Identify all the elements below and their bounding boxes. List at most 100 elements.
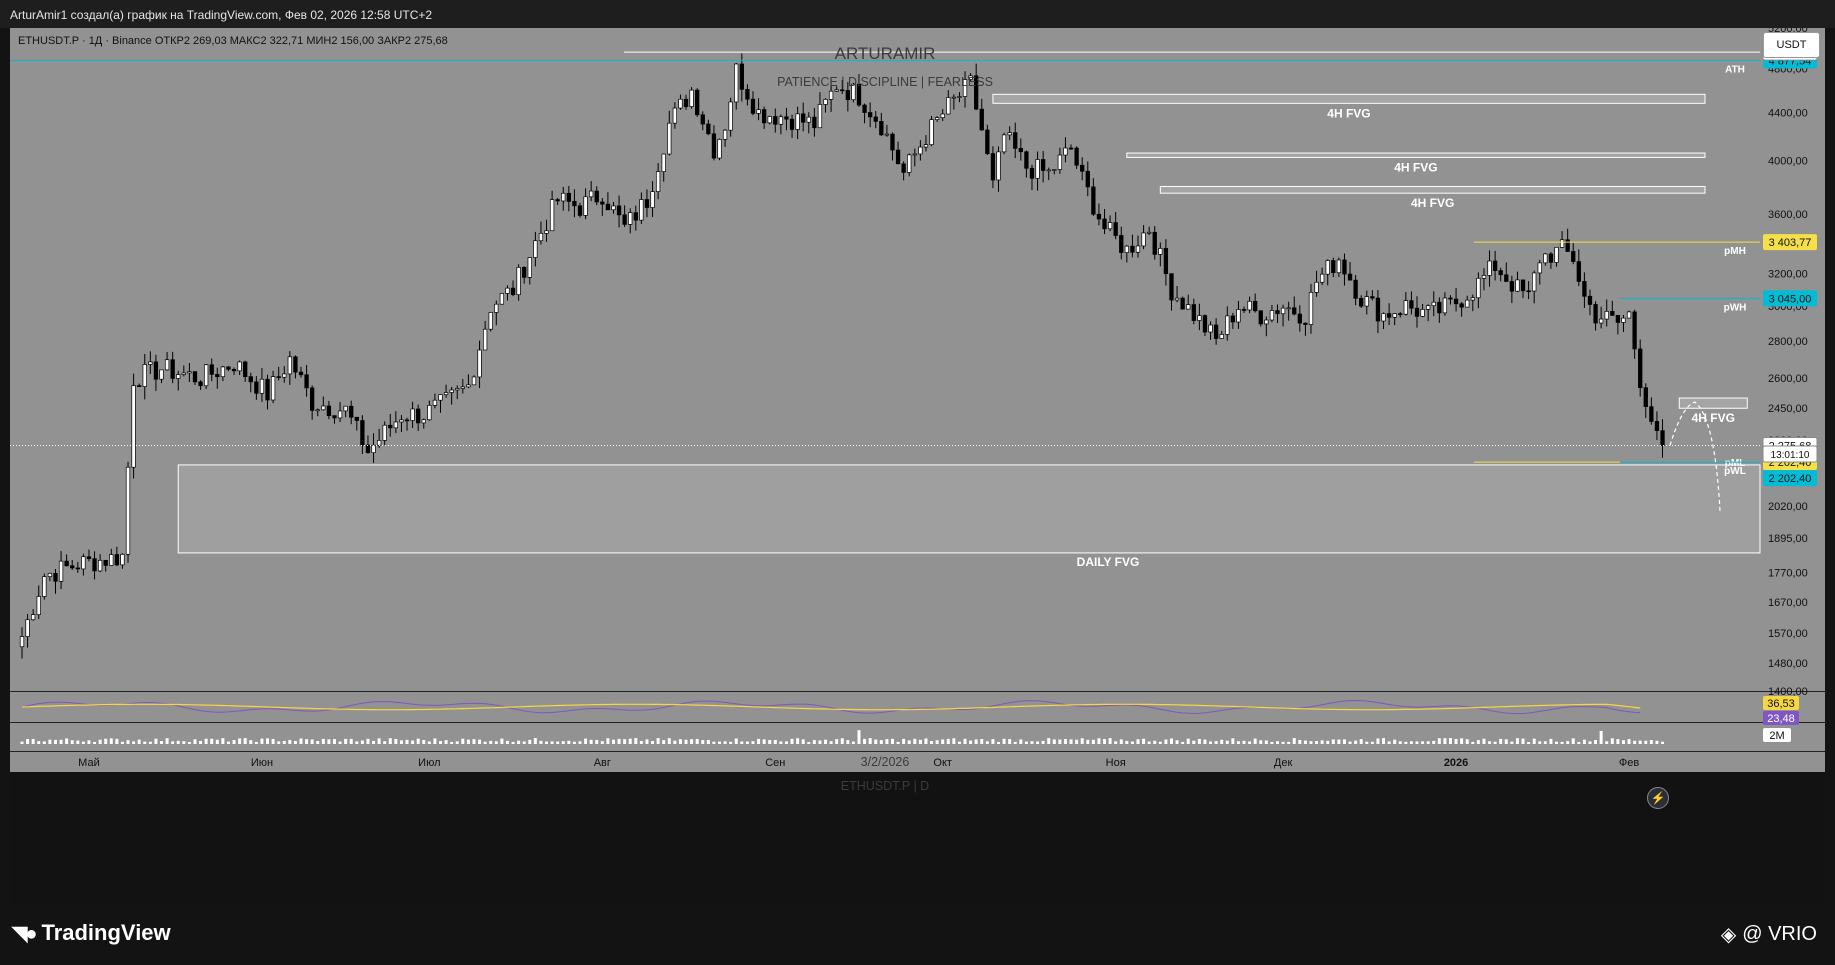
candle-body: [655, 171, 661, 192]
candle-body: [907, 154, 912, 173]
volume-bar: [1437, 738, 1441, 744]
fvg-zone[interactable]: [1678, 397, 1748, 409]
candle-body: [142, 364, 147, 387]
candle-body: [36, 596, 41, 616]
bolt-icon[interactable]: ⚡: [1647, 787, 1669, 809]
candle-body: [795, 113, 800, 130]
volume-bar: [160, 741, 163, 744]
fvg-zone[interactable]: [1126, 152, 1706, 158]
volume-bar: [1097, 738, 1101, 744]
volume-tag: [1763, 728, 1791, 742]
candle-body: [1174, 297, 1180, 301]
volume-bar: [98, 739, 102, 744]
candle-body: [365, 444, 371, 454]
candle-body: [516, 267, 521, 296]
volume-bar: [93, 741, 97, 744]
volume-bar: [885, 739, 889, 744]
candle-body: [343, 405, 348, 412]
candle-body: [1386, 313, 1392, 318]
fvg-zone[interactable]: [177, 464, 1761, 554]
volume-bar: [366, 738, 370, 744]
volume-bar: [1532, 738, 1536, 744]
candle-body: [1096, 213, 1102, 220]
volume-bar: [1515, 738, 1519, 744]
candle-body: [801, 113, 806, 123]
volume-bar: [1080, 738, 1084, 744]
volume-bar: [1504, 739, 1508, 744]
volume-bar: [913, 738, 917, 744]
volume-bar: [1292, 738, 1296, 744]
chart-frame[interactable]: 5200,004800,004400,004000,003600,003200,…: [10, 28, 1825, 904]
y-tick-label: 1570,00: [1768, 628, 1808, 640]
candle-body: [1269, 310, 1275, 321]
candle-body: [778, 116, 784, 125]
candle-body: [1420, 309, 1425, 317]
candle-body: [1208, 324, 1213, 333]
candle-body: [1437, 301, 1442, 314]
volume-bar: [76, 740, 80, 744]
price-axis[interactable]: [1760, 28, 1825, 772]
candle-body: [1107, 222, 1113, 230]
candle-body: [650, 191, 655, 208]
candle-body: [1604, 311, 1609, 320]
volume-bar: [53, 739, 57, 744]
rsi-value-tag: [1763, 696, 1799, 710]
volume-bar: [1359, 739, 1363, 744]
axis-price-tag: [1763, 290, 1817, 307]
currency-button[interactable]: USDT: [1763, 32, 1820, 58]
volume-bar: [37, 741, 41, 744]
volume-bar: [890, 738, 894, 744]
candle-body: [577, 205, 583, 216]
volume-bar: [762, 739, 766, 744]
volume-bar: [1398, 741, 1402, 744]
candle-body: [616, 205, 622, 216]
volume-bar: [606, 738, 610, 744]
candle-body: [1548, 253, 1554, 263]
volume-bar: [1493, 741, 1497, 744]
volume-bar: [444, 740, 448, 744]
time-axis[interactable]: [10, 752, 1760, 772]
tradingview-logo[interactable]: ◥● TradingView: [12, 920, 171, 946]
volume-bar: [1103, 739, 1107, 744]
volume-bar: [1370, 741, 1374, 744]
candle-body: [388, 424, 393, 429]
volume-bar: [1002, 738, 1006, 744]
candle-body: [996, 151, 1001, 181]
candle-body: [1297, 313, 1302, 324]
fvg-zone[interactable]: [992, 93, 1706, 104]
candle-body: [1520, 279, 1526, 292]
volume-bar: [1599, 730, 1603, 744]
volume-bar: [299, 738, 303, 744]
volume-bar: [394, 738, 398, 744]
candle-body: [767, 116, 772, 124]
candle-body: [600, 201, 605, 205]
volume-bar: [31, 739, 35, 744]
volume-bar: [1052, 739, 1056, 744]
candle-body: [851, 83, 856, 101]
volume-bar: [1577, 741, 1581, 744]
volume-bar: [556, 741, 560, 744]
volume-bar: [1337, 739, 1341, 744]
candle-body: [1147, 231, 1152, 234]
candle-body: [310, 387, 315, 411]
candle-body: [282, 373, 287, 378]
volume-bar: [199, 740, 203, 744]
price-chart[interactable]: 5200,004800,004400,004000,003600,003200,…: [10, 28, 1825, 904]
volume-bar: [137, 739, 141, 744]
volume-bar: [1058, 739, 1062, 744]
candle-body: [1598, 318, 1604, 324]
volume-bar: [757, 738, 761, 744]
volume-bar: [584, 738, 588, 744]
fvg-zone[interactable]: [1159, 185, 1706, 194]
volume-bar: [801, 739, 805, 744]
candle-body: [170, 359, 175, 379]
volume-bar: [500, 738, 504, 744]
candle-body: [315, 409, 320, 412]
price-pane[interactable]: [10, 28, 1760, 691]
volume-bar: [796, 738, 800, 744]
candle-body: [1465, 299, 1470, 308]
volume-bar: [305, 739, 309, 744]
volume-pane[interactable]: [10, 723, 1760, 751]
volume-bar: [1186, 738, 1190, 744]
candle-body: [198, 381, 203, 387]
